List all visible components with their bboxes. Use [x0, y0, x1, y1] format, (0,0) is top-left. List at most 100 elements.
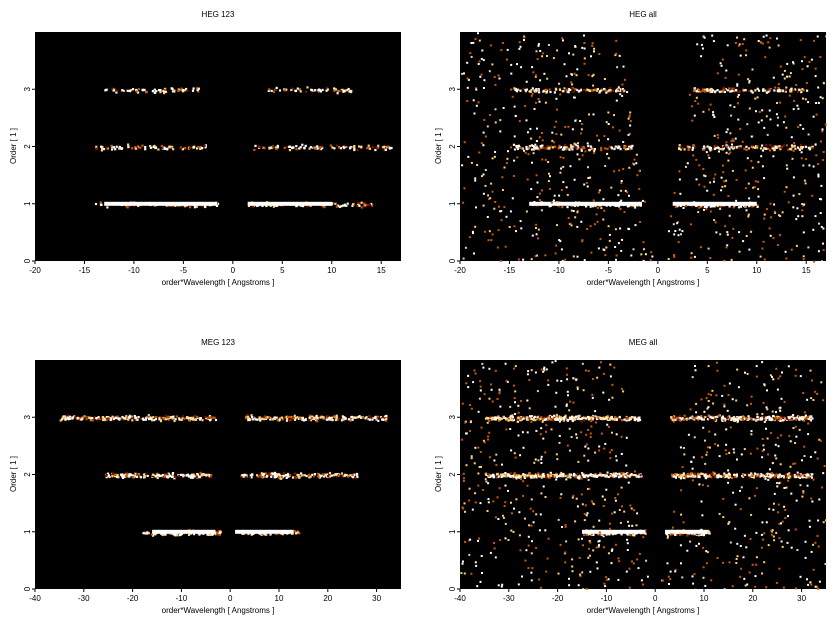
background-event [765, 428, 767, 430]
x-tick-label: 10 [275, 594, 284, 603]
background-event [784, 517, 786, 519]
background-event [685, 205, 687, 207]
background-event [518, 412, 520, 414]
data-point [215, 419, 217, 421]
background-event [596, 547, 598, 549]
background-event [619, 55, 621, 57]
data-point [517, 417, 519, 419]
background-event [749, 572, 751, 574]
background-event [738, 386, 740, 388]
background-event [598, 53, 600, 55]
background-event [732, 228, 734, 230]
background-event [679, 179, 681, 181]
background-event [575, 433, 577, 435]
background-event [545, 159, 547, 161]
data-point [292, 476, 294, 478]
background-event [620, 182, 622, 184]
data-point [558, 147, 560, 149]
background-event [582, 503, 584, 505]
data-point [332, 419, 334, 421]
background-event [815, 586, 817, 588]
background-event [764, 259, 766, 261]
data-point [153, 146, 155, 148]
data-point [584, 476, 586, 478]
data-point [670, 416, 672, 418]
background-event [493, 542, 495, 544]
background-event [516, 478, 518, 480]
background-event [575, 379, 577, 381]
background-event [469, 539, 471, 541]
data-point [288, 419, 290, 421]
background-event [518, 435, 520, 437]
background-event [611, 562, 613, 564]
data-point [160, 420, 162, 422]
data-point [627, 473, 629, 475]
data-point [752, 475, 754, 477]
data-point [781, 475, 783, 477]
background-event [606, 534, 608, 536]
background-event [820, 96, 822, 98]
data-point [356, 473, 358, 475]
background-event [735, 138, 737, 140]
background-event [817, 36, 819, 38]
data-point [752, 418, 754, 420]
background-event [776, 582, 778, 584]
data-point [299, 418, 301, 420]
data-point [528, 417, 530, 419]
data-point [748, 474, 750, 476]
background-event [555, 406, 557, 408]
background-event [745, 54, 747, 56]
x-tick-label: -10 [128, 266, 140, 275]
background-event [693, 456, 695, 458]
background-event [735, 504, 737, 506]
background-event [708, 393, 710, 395]
data-point [84, 416, 86, 418]
data-point [579, 415, 581, 417]
background-event [537, 390, 539, 392]
background-event [795, 84, 797, 86]
background-event [674, 192, 676, 194]
background-event [761, 248, 763, 250]
background-event [631, 560, 633, 562]
data-point [183, 418, 185, 420]
order-1-core [529, 202, 642, 206]
data-point [748, 417, 750, 419]
background-event [498, 392, 500, 394]
background-event [528, 545, 530, 547]
background-event [535, 227, 537, 229]
background-event [478, 152, 480, 154]
background-event [696, 97, 698, 99]
data-point [74, 416, 76, 418]
data-point [249, 418, 251, 420]
background-event [778, 214, 780, 216]
background-event [751, 430, 753, 432]
background-event [742, 419, 744, 421]
background-event [565, 524, 567, 526]
background-event [797, 108, 799, 110]
data-point [596, 476, 598, 478]
background-event [548, 180, 550, 182]
background-event [725, 180, 727, 182]
x-tick-label: 15 [377, 266, 386, 275]
data-point [731, 477, 733, 479]
background-event [572, 54, 574, 56]
background-event [534, 144, 536, 146]
data-point [760, 475, 762, 477]
data-point [700, 91, 702, 93]
background-event [491, 63, 493, 65]
background-event [786, 164, 788, 166]
background-event [805, 541, 807, 543]
data-point [559, 475, 561, 477]
background-event [616, 255, 618, 257]
background-event [505, 246, 507, 248]
background-event [480, 386, 482, 388]
background-event [527, 373, 529, 375]
background-event [564, 126, 566, 128]
background-event [629, 112, 631, 114]
data-point [593, 475, 595, 477]
data-point [621, 472, 623, 474]
background-event [761, 456, 763, 458]
background-event [777, 437, 779, 439]
background-event [604, 165, 606, 167]
background-event [538, 579, 540, 581]
